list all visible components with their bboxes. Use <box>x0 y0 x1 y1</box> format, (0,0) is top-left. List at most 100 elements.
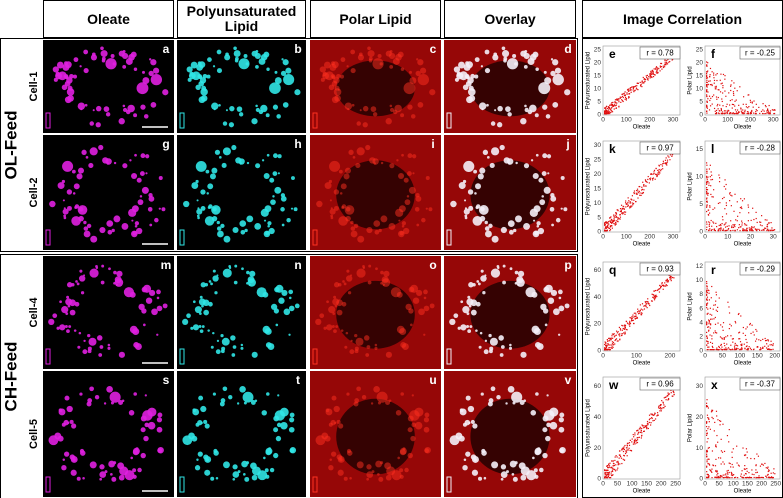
scatter-dot <box>708 326 710 328</box>
scatter-dot <box>730 344 732 346</box>
scatter-dot <box>629 201 631 203</box>
scatter-dot <box>621 449 623 451</box>
scatter-dot <box>718 346 720 349</box>
scatter-dot <box>715 458 717 460</box>
scatter-dot <box>720 228 722 230</box>
lipid-droplet <box>228 394 233 400</box>
lipid-droplet <box>288 426 295 433</box>
scatter-dot <box>608 111 610 113</box>
scatter-dot <box>716 434 718 437</box>
scatter-dot <box>615 102 617 104</box>
lipid-droplet <box>72 74 78 79</box>
scatter-dot <box>743 343 745 345</box>
lipid-droplet <box>464 419 471 426</box>
panel-letter: h <box>294 137 301 151</box>
scatter-dot <box>761 229 763 231</box>
scatter-dot <box>748 477 750 479</box>
lipid-droplet <box>462 306 470 314</box>
scatter-dot <box>738 331 741 333</box>
lipid-droplet <box>355 337 364 346</box>
scatter-dot <box>754 340 757 342</box>
scatter-dot <box>726 103 728 105</box>
lipid-droplet <box>389 104 393 108</box>
lipid-droplet <box>210 345 214 349</box>
scatter-dot <box>711 342 714 344</box>
scatter-dot <box>711 196 713 198</box>
lipid-droplet <box>478 102 487 110</box>
scatter-dot <box>709 307 711 309</box>
lipid-droplet <box>107 343 111 347</box>
x-tick-label: 0 <box>703 117 707 124</box>
lipid-droplet <box>488 398 494 403</box>
scatter-dot <box>611 111 614 113</box>
lipid-droplet <box>534 113 539 118</box>
lipid-droplet <box>403 177 409 183</box>
scatter-dot <box>751 473 753 475</box>
lipid-droplet <box>183 200 190 208</box>
scatter-dot <box>649 417 651 420</box>
lipid-droplet <box>467 405 475 413</box>
scatter-dot <box>739 348 741 350</box>
scatter-dot <box>721 348 723 351</box>
lipid-droplet <box>534 449 541 456</box>
scatter-dot <box>727 473 729 475</box>
lipid-droplet <box>346 269 350 273</box>
scatter-dot <box>664 285 666 287</box>
lipid-droplet <box>347 291 352 295</box>
scatter-dot <box>614 223 616 225</box>
scatter-dot <box>615 212 617 214</box>
scatter-dot <box>741 348 743 350</box>
y-tick-label: 0 <box>597 476 601 483</box>
scatter-dot <box>768 222 770 224</box>
scatter-dot <box>707 84 709 86</box>
lipid-droplet <box>273 415 280 422</box>
scatter-dot <box>773 468 775 470</box>
lipid-droplet <box>251 474 258 481</box>
scatter-dot <box>759 221 761 223</box>
micrograph <box>43 256 174 369</box>
lipid-droplet <box>339 458 343 462</box>
x-tick-label: 200 <box>656 481 667 488</box>
lipid-droplet <box>133 67 138 71</box>
scatter-dot <box>722 474 724 476</box>
scatter-dot <box>604 472 606 474</box>
correlation-value: r = -0.37 <box>745 380 776 389</box>
scatter-dot <box>708 463 710 465</box>
lipid-droplet <box>377 401 381 405</box>
scatter-dot <box>619 328 622 330</box>
scatter-dot <box>764 219 766 221</box>
lipid-droplet <box>195 160 207 172</box>
column-header: Image Correlation <box>582 0 783 38</box>
scatter-dot <box>722 229 724 232</box>
scatter-dot <box>739 230 741 232</box>
scatter-dot <box>766 474 769 476</box>
scatter-dot <box>609 228 612 231</box>
scatter-dot <box>749 112 752 114</box>
lipid-droplet <box>58 408 66 416</box>
scatter-dot <box>740 344 743 347</box>
scatter-dot <box>762 346 764 348</box>
scatter-dot <box>709 99 711 102</box>
y-axis-label: Polar Lipid <box>688 414 694 442</box>
scatter-dot <box>740 344 742 346</box>
scatter-dot <box>633 439 635 442</box>
lipid-droplet <box>106 385 113 393</box>
lipid-droplet <box>359 109 362 112</box>
lipid-droplet <box>342 280 345 283</box>
lipid-droplet <box>139 195 143 198</box>
scatter-dot <box>641 424 643 426</box>
lipid-droplet <box>466 312 470 316</box>
lipid-droplet <box>491 235 499 243</box>
scatter-dot <box>741 222 743 224</box>
scatter-dot <box>746 341 748 344</box>
lipid-droplet <box>239 220 247 227</box>
scatter-dot <box>605 227 608 229</box>
scatter-dot <box>720 343 722 346</box>
scatter-dot <box>713 348 715 351</box>
lipid-droplet <box>505 106 511 112</box>
scatter-dot <box>724 226 727 228</box>
scatter-dot <box>629 202 631 204</box>
lipid-droplet <box>122 107 128 113</box>
lipid-droplet <box>239 386 246 393</box>
scatter-dot <box>717 229 719 232</box>
